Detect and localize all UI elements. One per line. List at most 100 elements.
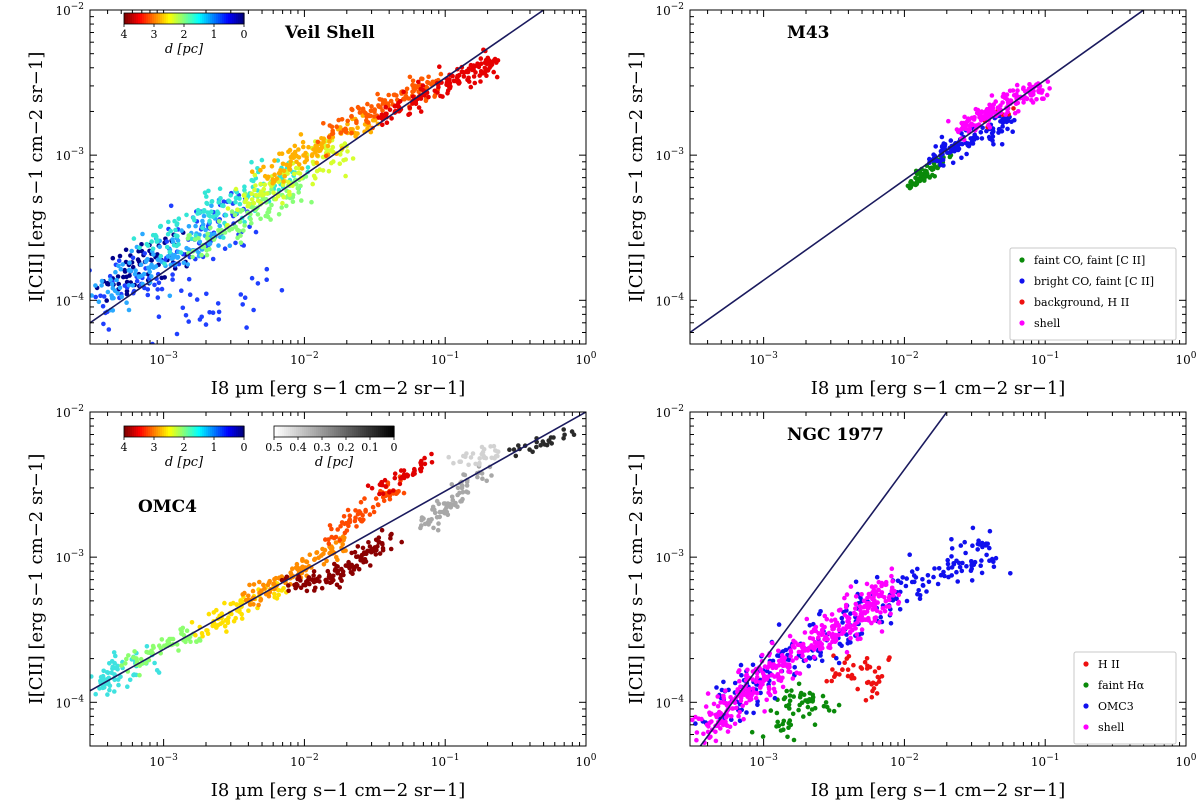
data-point bbox=[874, 574, 880, 580]
data-point bbox=[331, 159, 336, 164]
data-point bbox=[375, 91, 380, 97]
data-point bbox=[337, 537, 343, 543]
data-point bbox=[984, 128, 989, 134]
data-point bbox=[143, 259, 149, 265]
data-point bbox=[387, 490, 392, 495]
data-point bbox=[820, 693, 826, 699]
data-point bbox=[978, 130, 984, 135]
colorbar: 4 3 2 1 0 d [pc] bbox=[121, 12, 248, 57]
data-point bbox=[78, 658, 83, 663]
data-point bbox=[306, 575, 312, 580]
data-point bbox=[223, 213, 229, 218]
data-point bbox=[743, 673, 749, 679]
series-8 bbox=[418, 464, 494, 533]
data-point bbox=[444, 503, 450, 509]
data-point bbox=[750, 677, 756, 682]
data-point bbox=[837, 672, 842, 677]
data-point bbox=[305, 165, 311, 170]
y-tick-label: 10−4 bbox=[55, 292, 84, 308]
data-point bbox=[312, 556, 318, 562]
data-point bbox=[766, 686, 772, 692]
data-point bbox=[440, 509, 445, 515]
data-point bbox=[853, 601, 859, 607]
data-point bbox=[954, 127, 960, 132]
data-point bbox=[367, 544, 373, 549]
data-point bbox=[787, 693, 793, 698]
data-point bbox=[836, 608, 842, 613]
data-point bbox=[819, 658, 825, 664]
data-point bbox=[113, 269, 118, 275]
data-point bbox=[258, 181, 263, 187]
data-point bbox=[307, 552, 313, 557]
data-point bbox=[794, 670, 799, 676]
data-point bbox=[878, 614, 883, 620]
panel-title: OMC4 bbox=[138, 497, 197, 517]
data-point bbox=[379, 527, 385, 533]
data-point bbox=[121, 274, 126, 280]
data-point bbox=[272, 591, 277, 597]
data-point bbox=[977, 542, 982, 547]
data-point bbox=[124, 288, 130, 294]
data-point bbox=[315, 139, 321, 145]
data-point bbox=[377, 551, 383, 556]
data-point bbox=[370, 504, 376, 510]
data-point bbox=[430, 80, 435, 86]
data-point bbox=[949, 537, 954, 542]
data-point bbox=[430, 504, 436, 510]
data-point bbox=[999, 142, 1005, 147]
data-point bbox=[489, 473, 494, 478]
series-3 bbox=[189, 580, 289, 639]
data-point bbox=[377, 97, 383, 102]
data-point bbox=[455, 74, 461, 79]
data-point bbox=[493, 448, 498, 453]
data-point bbox=[242, 295, 248, 301]
data-point bbox=[187, 292, 193, 298]
data-point bbox=[280, 200, 285, 206]
data-point bbox=[969, 559, 974, 564]
data-point bbox=[879, 674, 885, 679]
data-point bbox=[253, 192, 259, 198]
data-point bbox=[891, 593, 896, 598]
data-point bbox=[349, 114, 354, 119]
data-point bbox=[778, 678, 784, 684]
data-point bbox=[167, 249, 173, 255]
data-point bbox=[295, 186, 301, 191]
data-point bbox=[889, 588, 895, 593]
data-point bbox=[343, 157, 349, 162]
data-point bbox=[176, 648, 181, 653]
data-point bbox=[741, 716, 746, 722]
data-point bbox=[264, 277, 270, 283]
data-point bbox=[349, 130, 354, 136]
data-point bbox=[907, 552, 912, 557]
data-point bbox=[801, 714, 806, 719]
data-point bbox=[326, 168, 332, 174]
x-tick-label: 10−2 bbox=[290, 753, 319, 769]
data-point bbox=[527, 447, 532, 452]
data-point bbox=[876, 665, 882, 671]
data-point bbox=[419, 517, 424, 523]
data-point bbox=[133, 268, 138, 273]
colorbar-grey: 0.5 0.4 0.3 0.2 0.1 0 d [pc] bbox=[265, 425, 398, 470]
data-point bbox=[797, 702, 802, 708]
data-point bbox=[347, 513, 353, 518]
y-axis-label: I[CII] [erg s−1 cm−2 sr−1] bbox=[626, 454, 647, 705]
plot-frame bbox=[89, 411, 587, 747]
x-tick-label: 10−1 bbox=[431, 753, 460, 769]
data-point bbox=[357, 517, 363, 522]
data-point bbox=[437, 64, 442, 69]
data-point bbox=[941, 163, 946, 168]
colorbar-tick: 0.5 bbox=[265, 441, 283, 454]
data-point bbox=[251, 602, 256, 607]
data-point bbox=[119, 294, 124, 300]
y-tick-label: 10−4 bbox=[655, 694, 684, 710]
colorbar-tick: 0 bbox=[241, 28, 248, 41]
data-point bbox=[206, 213, 211, 218]
data-point bbox=[100, 304, 106, 309]
data-point bbox=[288, 159, 294, 164]
data-point bbox=[233, 186, 239, 192]
data-point bbox=[931, 574, 936, 580]
data-point bbox=[1034, 97, 1039, 102]
data-point bbox=[870, 688, 875, 694]
data-point bbox=[1015, 100, 1021, 106]
data-point bbox=[410, 78, 416, 84]
